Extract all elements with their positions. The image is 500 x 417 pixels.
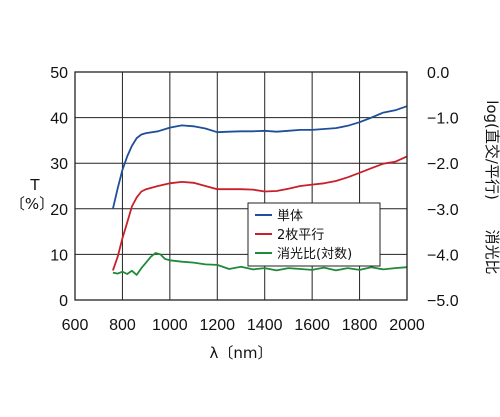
y-right-tick-label: −4.0 [427,247,459,264]
x-tick-label: 2000 [389,317,425,334]
y-right-tick-label: −2.0 [427,156,459,173]
x-tick-label: 600 [62,317,89,334]
legend-label-1: 単体 [277,208,303,224]
chart-series-layer [112,105,408,276]
y-axis-right-label-extra: 消光比 [483,229,500,274]
plot-frame [74,71,408,301]
y-right-tick-label: −1.0 [427,111,459,128]
y-left-tick-label: 40 [50,111,68,128]
chart-grid [75,72,407,300]
x-tick-label: 1400 [247,317,283,334]
y-right-tick-label: −5.0 [427,293,459,310]
x-tick-label: 800 [109,317,136,334]
chart-ticks: 600 800 1000 1200 1400 1600 1800 2000 0 10 20 30 40 5… [50,65,458,334]
series-line-3 [112,252,408,276]
y-left-tick-label: 20 [50,202,68,219]
x-tick-label: 1200 [199,317,235,334]
x-tick-label: 1800 [342,317,378,334]
y-axis-left-label-line2: 〔%〕 [10,195,54,213]
legend-label-2: 2枚平行 [277,228,324,243]
y-right-tick-label: −3.0 [427,202,459,219]
x-tick-label: 1600 [294,317,330,334]
x-axis-label: λ〔nm〕 [210,344,273,362]
x-tick-label: 1000 [152,317,188,334]
y-right-tick-label: 0.0 [427,65,449,82]
y-left-tick-label: 0 [59,293,68,310]
series-line-2 [112,155,408,271]
y-left-tick-label: 50 [50,65,68,82]
y-axis-right-label: log(直交/平行) [483,100,500,200]
y-axis-left-label-line1: T [29,176,40,194]
y-left-tick-label: 10 [50,247,68,264]
legend-label-3: 消光比(対数) [277,247,352,262]
series-line-1 [112,105,408,210]
y-left-tick-label: 30 [50,156,68,173]
